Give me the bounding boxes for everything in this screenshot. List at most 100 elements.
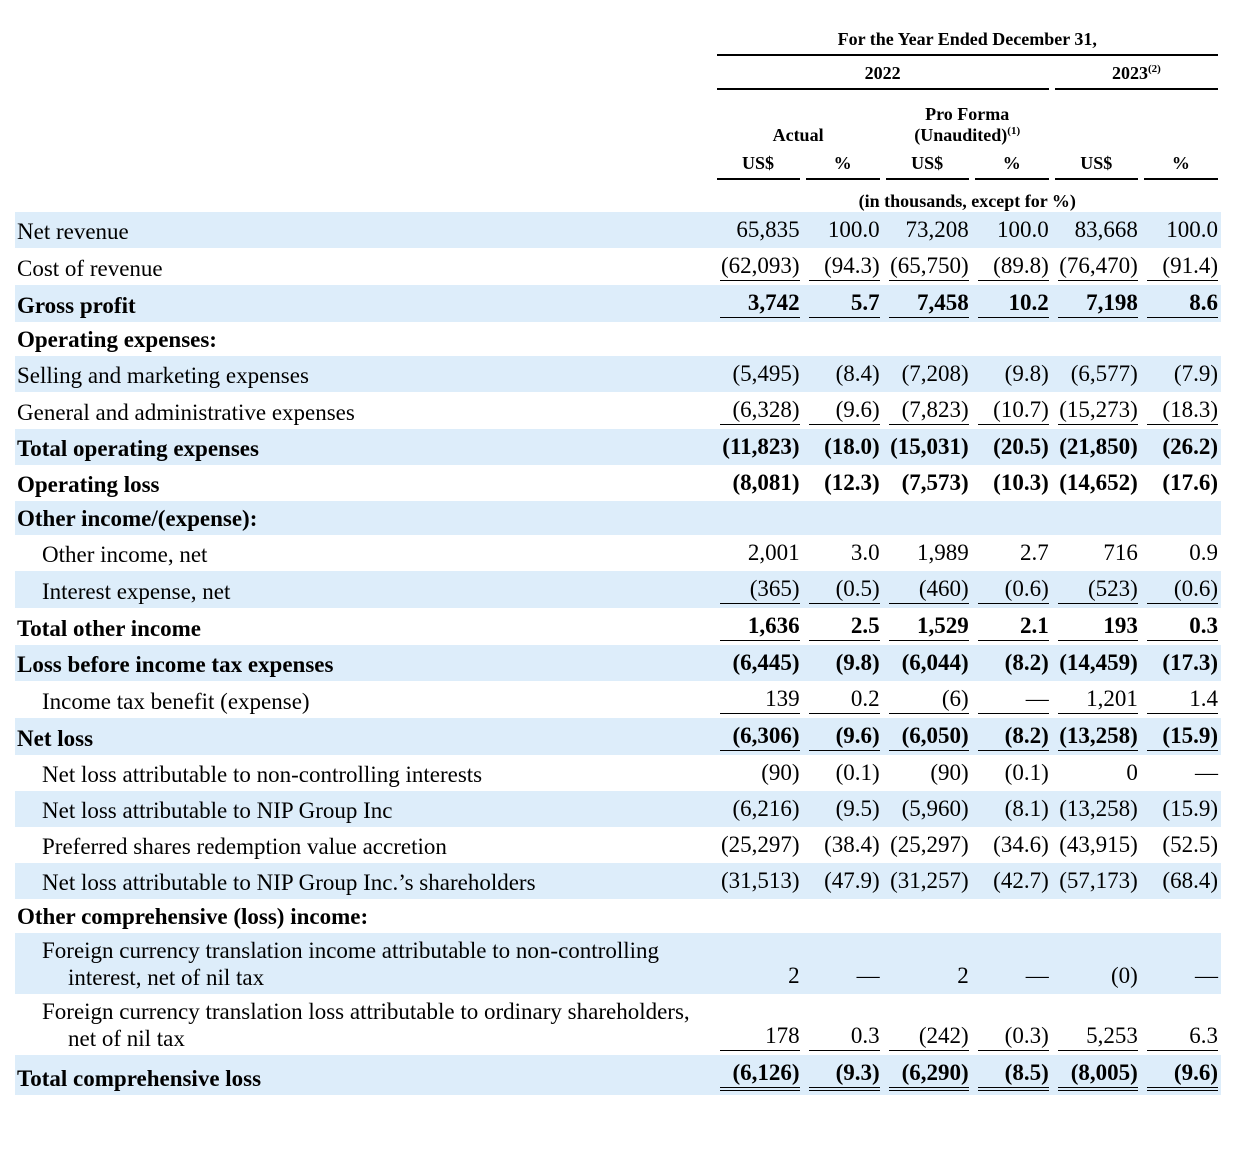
cell-value: 7,198	[1057, 285, 1138, 318]
cell-value: (8.5)	[977, 1055, 1049, 1091]
financial-table: For the Year Ended December 31, 2022 2 0 2…	[15, 22, 1221, 1095]
units-note: (in thousands, except for %)	[714, 180, 1221, 212]
value-cell: 2.1	[972, 608, 1052, 645]
value-cell: (8,081)	[714, 465, 803, 501]
value-cell: (14,459)	[1051, 645, 1141, 681]
cell-value: 3,742	[719, 285, 800, 318]
table-row: Total other income 1,636 2.5 1,529 2.1 193 0.3	[15, 608, 1221, 645]
cell-value: (14,652)	[1059, 470, 1138, 495]
column-header-text: %	[805, 153, 880, 180]
value-cell	[802, 501, 883, 535]
row-label: Other income/(expense):	[15, 501, 714, 535]
table-row: Foreign currency translation income attr…	[15, 933, 1221, 994]
value-cell: (7,208)	[882, 356, 972, 392]
cell-value: 139	[719, 681, 800, 714]
period-text: For the Year Ended December 31,	[716, 29, 1218, 56]
value-cell: (9.5)	[802, 791, 883, 827]
year-header: 2022	[714, 56, 1052, 90]
cell-value: (94.3)	[808, 248, 880, 281]
value-cell: 1,529	[883, 608, 972, 645]
cell-value: 1,529	[888, 608, 969, 641]
table-row: Net revenue 65,835 100.0 73,208 100.0 83,668 1…	[15, 212, 1221, 248]
cell-value: (0.6)	[1146, 571, 1218, 604]
value-cell: (62,093)	[714, 248, 803, 285]
cell-value: (17.6)	[1162, 470, 1218, 495]
row-label: Total comprehensive loss	[15, 1055, 714, 1095]
value-cell: (0.5)	[802, 571, 883, 608]
value-cell: (9.3)	[802, 1055, 883, 1095]
cell-value: (90)	[761, 760, 800, 785]
row-label: Preferred shares redemption value accret…	[42, 834, 447, 859]
column-header: US$	[1052, 146, 1141, 180]
cell-value: —	[977, 681, 1049, 714]
row-label: Foreign currency translation income attr…	[15, 933, 714, 994]
cell-value: (6,290)	[888, 1055, 969, 1091]
cell-value: (13,258)	[1057, 718, 1138, 751]
value-cell: 5.7	[802, 285, 883, 322]
row-label: Operating loss	[17, 472, 160, 497]
value-cell: (10.3)	[972, 465, 1052, 501]
value-cell: (8.2)	[971, 645, 1052, 681]
value-cell	[713, 501, 803, 535]
value-cell	[882, 501, 972, 535]
value-cell: (57,173)	[1051, 863, 1141, 899]
value-cell: (26.2)	[1140, 429, 1221, 465]
cell-value: (9.6)	[1146, 1055, 1218, 1091]
cell-value: 0.2	[808, 681, 880, 714]
row-label: Net loss attributable to NIP Group Inc.’…	[15, 863, 714, 899]
value-cell: (0.1)	[803, 755, 883, 791]
row-label: Selling and marketing expenses	[15, 356, 714, 392]
cell-value: (9.8)	[1004, 361, 1049, 386]
value-cell: 10.2	[971, 285, 1052, 322]
value-cell: 3.0	[803, 535, 883, 571]
cell-value: (25,297)	[890, 832, 969, 857]
cell-value: 73,208	[905, 217, 969, 242]
value-cell	[1141, 899, 1221, 933]
column-header-text: US$	[885, 153, 969, 180]
value-cell: (90)	[714, 755, 803, 791]
value-cell: (90)	[883, 755, 972, 791]
cell-value: (8,081)	[732, 470, 800, 495]
value-cell: (31,257)	[882, 863, 972, 899]
cell-value: (12.3)	[824, 470, 880, 495]
table-row: Loss before income tax expenses (6,445) (9…	[15, 645, 1221, 681]
value-cell: 1,636	[714, 608, 803, 645]
cell-value: 10.2	[977, 285, 1049, 318]
value-cell: (460)	[882, 571, 972, 608]
value-cell: (0.6)	[971, 571, 1052, 608]
units-text: (in thousands, except for %)	[858, 191, 1076, 211]
table-row: Other income, net 2,001 3.0 1,989 2.7 716 0.9	[15, 535, 1221, 571]
cell-value: 2.5	[808, 608, 880, 641]
actual-text: Actual	[772, 125, 824, 145]
value-cell: (15,273)	[1052, 392, 1141, 429]
row-label: Gross profit	[15, 285, 714, 322]
value-cell: (12.3)	[803, 465, 883, 501]
table-header: For the Year Ended December 31, 2022 202…	[15, 22, 1221, 212]
cell-value: (14,459)	[1059, 650, 1138, 675]
value-cell: (31,513)	[713, 863, 803, 899]
cell-value: (26.2)	[1162, 434, 1218, 459]
column-header: %	[972, 146, 1052, 180]
value-cell: (6,328)	[714, 392, 803, 429]
value-cell	[883, 899, 972, 933]
value-cell: 0	[1052, 755, 1141, 791]
value-cell: (6,044)	[882, 645, 972, 681]
cell-value: 0.3	[808, 1018, 880, 1051]
value-cell: (94.3)	[803, 248, 883, 285]
cell-value: (5,960)	[901, 796, 969, 821]
cell-value: (62,093)	[719, 248, 800, 281]
table-row: Operating loss (8,081) (12.3) (7,573) (10.3)…	[15, 465, 1221, 501]
cell-value: (18.0)	[824, 434, 880, 459]
cell-value: (10.7)	[977, 392, 1049, 425]
cell-value: (6,044)	[901, 650, 969, 675]
value-cell: (15.9)	[1140, 718, 1221, 755]
cell-value: (6)	[888, 681, 969, 714]
cell-value: (34.6)	[993, 832, 1049, 857]
cell-value: 2	[957, 963, 969, 988]
row-label: Total other income	[17, 616, 201, 641]
value-cell: 2.5	[803, 608, 883, 645]
value-cell: 178	[714, 994, 803, 1055]
cell-value: (6,445)	[732, 650, 800, 675]
cell-value: 0	[1126, 760, 1138, 785]
cell-value: 1.4	[1146, 681, 1218, 714]
